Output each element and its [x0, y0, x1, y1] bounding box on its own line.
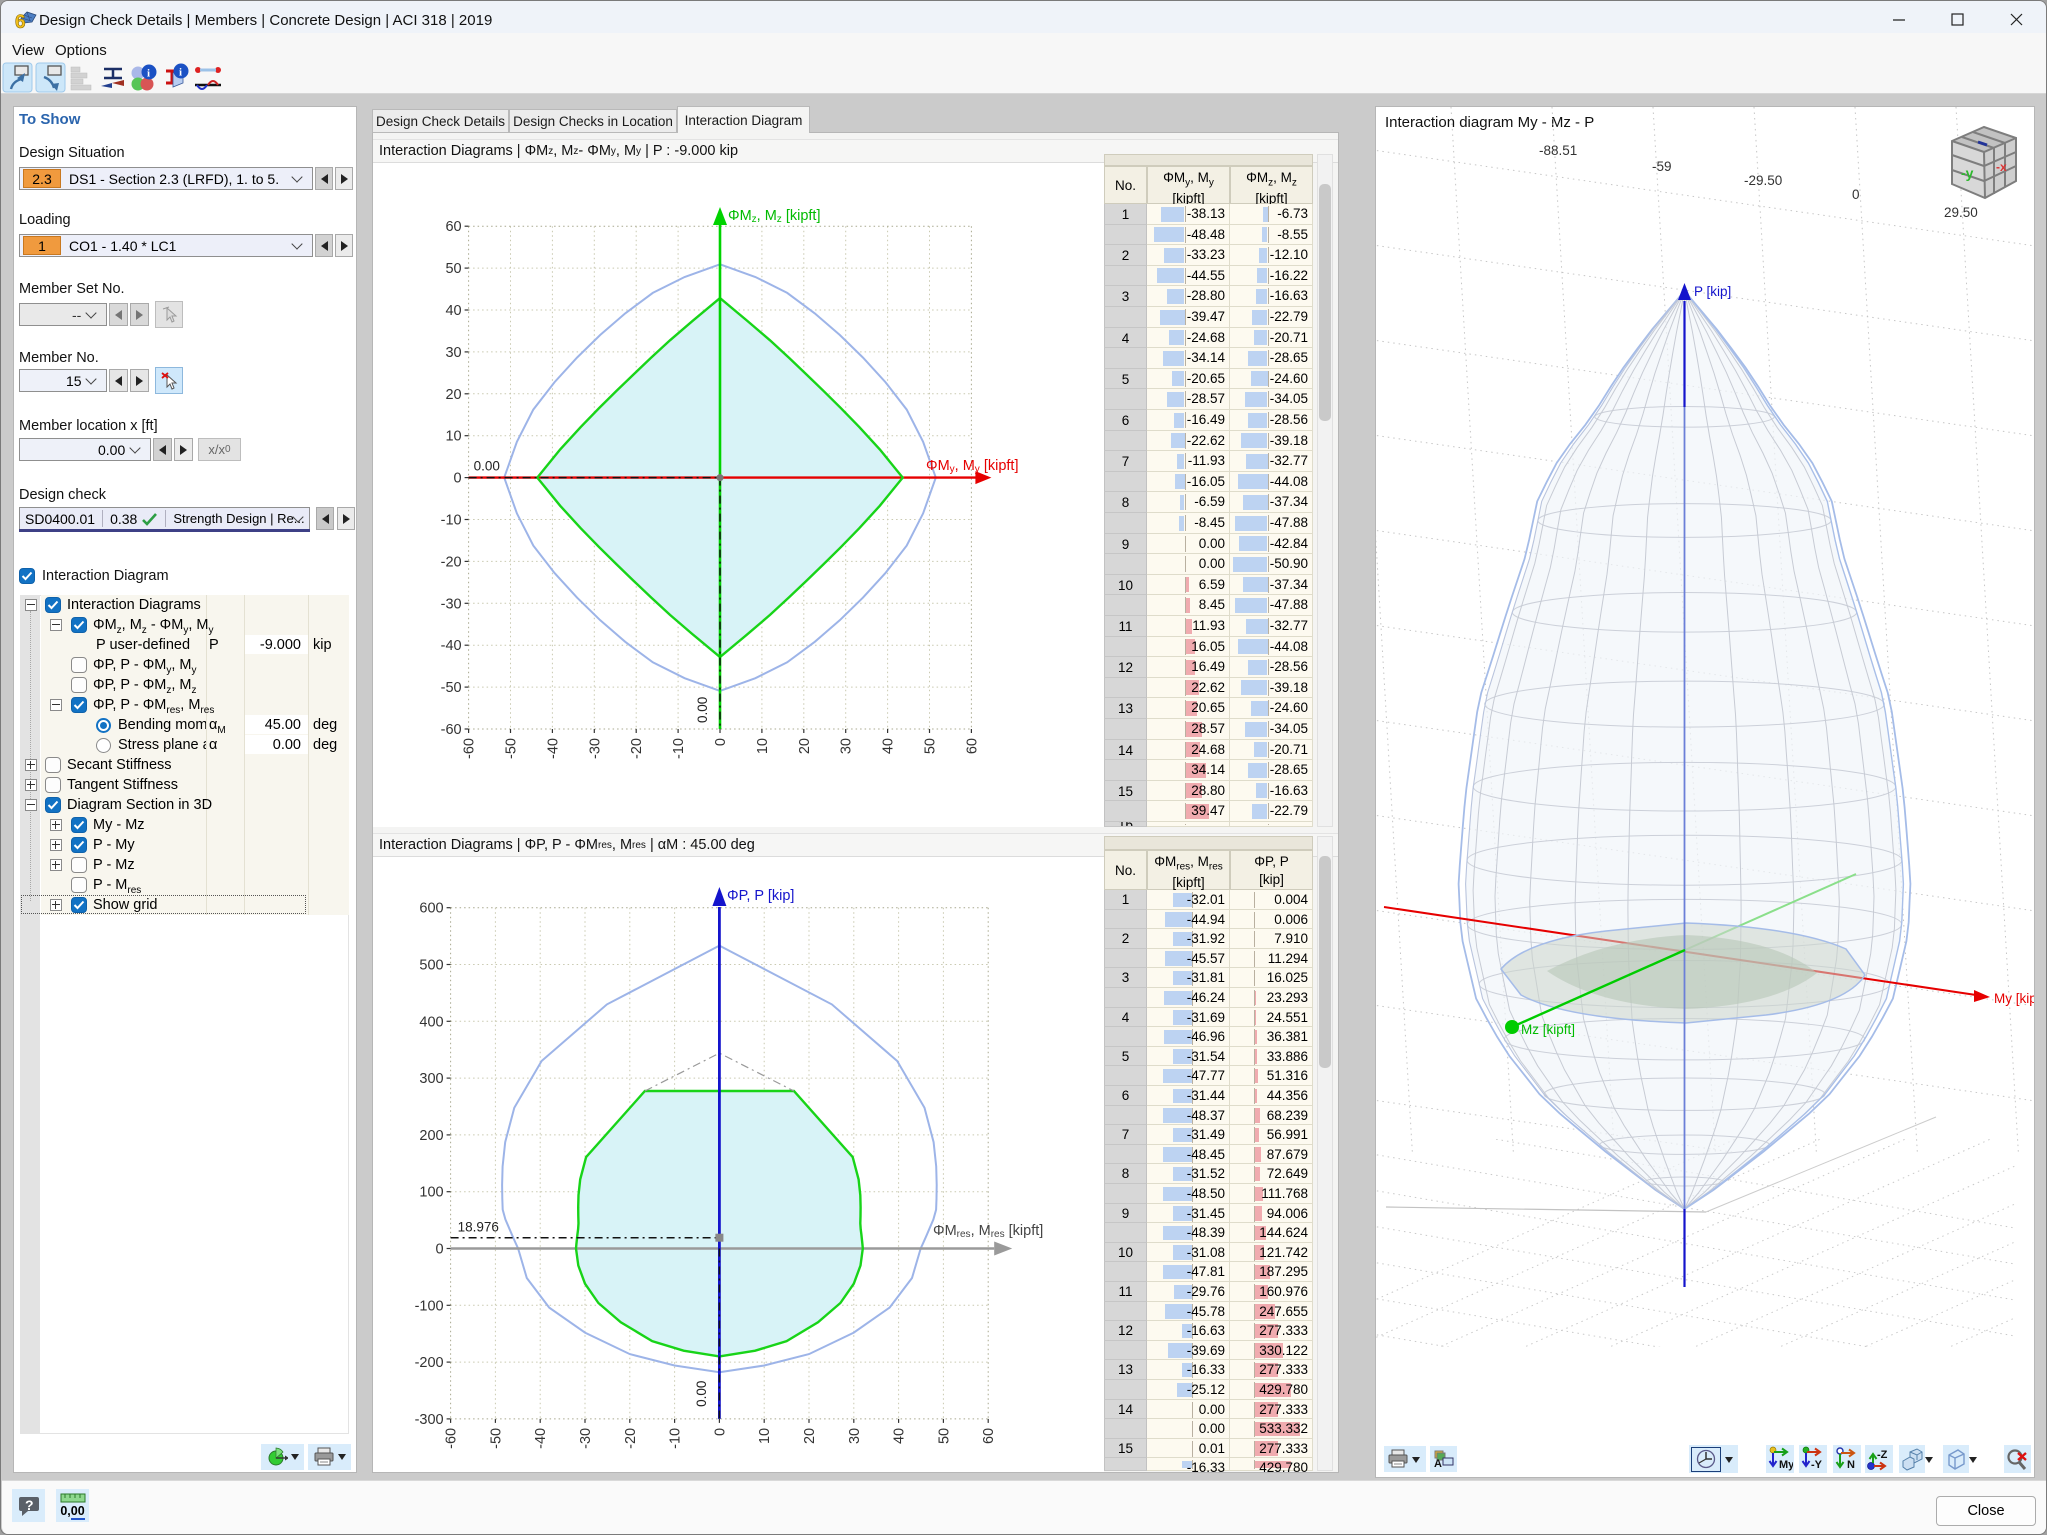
svg-text:-88.51: -88.51 [1539, 143, 1577, 158]
svg-text:20: 20 [445, 387, 461, 403]
svg-text:-30: -30 [441, 596, 462, 612]
svg-text:60: 60 [445, 219, 461, 235]
svg-text:-40: -40 [441, 638, 462, 654]
svg-text:10: 10 [757, 1428, 773, 1444]
svg-text:ΦMres, Mres [kipft]: ΦMres, Mres [kipft] [933, 1223, 1043, 1240]
svg-text:-40: -40 [533, 1428, 549, 1449]
svg-text:40: 40 [881, 738, 897, 754]
svg-text:-60: -60 [441, 722, 462, 738]
svg-text:60: 60 [981, 1428, 997, 1444]
svg-text:P [kip]: P [kip] [1694, 284, 1731, 299]
svg-text:-Z: -Z [1877, 1449, 1888, 1461]
svg-text:-50: -50 [441, 680, 462, 696]
svg-text:-20: -20 [623, 1428, 639, 1449]
svg-text:0.00: 0.00 [695, 697, 710, 723]
svg-text:-300: -300 [415, 1412, 444, 1428]
svg-text:-x: -x [1996, 160, 2007, 174]
svg-text:A: A [1434, 1458, 1442, 1469]
svg-text:300: 300 [419, 1071, 443, 1087]
svg-text:10: 10 [755, 738, 771, 754]
svg-text:ΦMy, My [kipft]: ΦMy, My [kipft] [926, 458, 1018, 475]
svg-text:40: 40 [445, 303, 461, 319]
svg-text:18.976: 18.976 [458, 1220, 499, 1235]
svg-text:40: 40 [892, 1428, 908, 1444]
svg-text:-30: -30 [578, 1428, 594, 1449]
svg-text:30: 30 [839, 738, 855, 754]
svg-text:0: 0 [436, 1242, 444, 1258]
svg-text:-200: -200 [415, 1355, 444, 1371]
svg-text:-20: -20 [629, 738, 645, 759]
svg-text:-y: -y [1961, 165, 1974, 181]
svg-text:-Y: -Y [1811, 1459, 1823, 1471]
svg-text:29.50: 29.50 [1944, 205, 1978, 220]
svg-text:-20: -20 [441, 554, 462, 570]
svg-text:-30: -30 [587, 738, 603, 759]
svg-text:-59: -59 [1652, 159, 1672, 174]
svg-text:-10: -10 [441, 513, 462, 529]
svg-text:0: 0 [454, 471, 462, 487]
svg-text:60: 60 [964, 738, 980, 754]
svg-text:-29.50: -29.50 [1744, 173, 1782, 188]
svg-text:50: 50 [445, 261, 461, 277]
svg-text:-50: -50 [504, 738, 520, 759]
svg-text:10: 10 [445, 429, 461, 445]
svg-text:50: 50 [923, 738, 939, 754]
svg-text:20: 20 [797, 738, 813, 754]
svg-text:-100: -100 [415, 1298, 444, 1314]
svg-text:-60: -60 [444, 1428, 460, 1449]
svg-text:500: 500 [419, 958, 443, 974]
svg-text:i: i [147, 68, 150, 80]
svg-text:-10: -10 [668, 1428, 684, 1449]
svg-text:i: i [179, 67, 182, 79]
svg-text:-50: -50 [488, 1428, 504, 1449]
svg-text:0: 0 [1852, 187, 1860, 202]
svg-text:ΦP, P [kip]: ΦP, P [kip] [727, 888, 794, 904]
svg-text:600: 600 [419, 901, 443, 917]
svg-text:100: 100 [419, 1185, 443, 1201]
svg-text:N: N [1847, 1459, 1855, 1471]
svg-text:0: 0 [713, 738, 729, 746]
svg-text:-40: -40 [545, 738, 561, 759]
svg-text:6: 6 [15, 12, 26, 31]
svg-text:Mz [kipft]: Mz [kipft] [1521, 1022, 1575, 1037]
svg-text:0.00: 0.00 [474, 459, 500, 474]
svg-text:ΦMz, Mz [kipft]: ΦMz, Mz [kipft] [728, 208, 820, 225]
svg-text:20: 20 [802, 1428, 818, 1444]
svg-text:My: My [1779, 1459, 1793, 1471]
svg-text:0: 0 [712, 1428, 728, 1436]
svg-text:0.00: 0.00 [694, 1381, 709, 1407]
svg-text:-60: -60 [462, 738, 478, 759]
svg-text:30: 30 [847, 1428, 863, 1444]
svg-text:200: 200 [419, 1128, 443, 1144]
svg-text:400: 400 [419, 1014, 443, 1030]
svg-text:?: ? [25, 1497, 34, 1513]
svg-text:30: 30 [445, 345, 461, 361]
svg-text:50: 50 [936, 1428, 952, 1444]
svg-text:My [kipft]: My [kipft] [1994, 991, 2034, 1006]
svg-text:-10: -10 [671, 738, 687, 759]
